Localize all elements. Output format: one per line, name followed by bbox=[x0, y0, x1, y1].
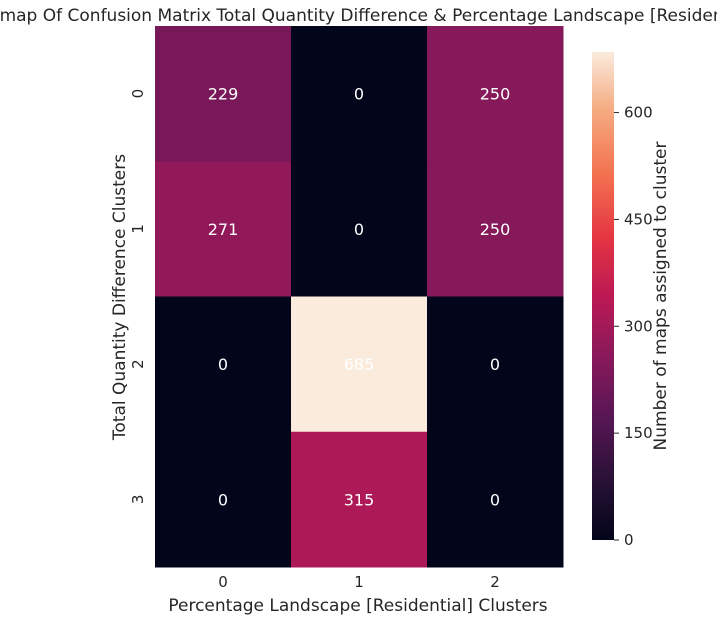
colorbar-tick-label: 450 bbox=[624, 210, 653, 228]
colorbar bbox=[592, 52, 614, 540]
colorbar-tick-label: 600 bbox=[624, 104, 653, 122]
cell-value-label: 0 bbox=[218, 355, 228, 374]
cell-value-label: 250 bbox=[480, 220, 511, 239]
colorbar-tick-label: 0 bbox=[624, 531, 634, 549]
heatmap-cell-labels: 229 0 250 271 0 250 0 685 0 0 315 0 bbox=[208, 85, 511, 510]
y-tick-label: 1 bbox=[129, 224, 147, 234]
cell-value-label: 0 bbox=[490, 490, 500, 509]
heatmap-cell bbox=[155, 431, 292, 568]
heatmap-cell bbox=[291, 431, 428, 568]
cell-value-label: 271 bbox=[208, 220, 239, 239]
heatmap-cell bbox=[291, 296, 428, 433]
heatmap-cell bbox=[427, 161, 564, 297]
colorbar-label: Number of maps assigned to cluster bbox=[651, 142, 671, 451]
heatmap-cells bbox=[155, 26, 564, 568]
heatmap-cell bbox=[155, 161, 292, 297]
cell-value-label: 0 bbox=[490, 355, 500, 374]
colorbar-tick-label: 300 bbox=[624, 317, 653, 335]
x-tick-label: 0 bbox=[218, 573, 228, 591]
cell-value-label: 0 bbox=[354, 85, 364, 104]
x-axis-ticks: 0 1 2 bbox=[218, 573, 500, 591]
colorbar-ticks: 0 150 300 450 600 bbox=[614, 104, 653, 549]
chart-title: Heatmap Of Confusion Matrix Total Quanti… bbox=[0, 6, 717, 26]
heatmap-cell bbox=[427, 26, 564, 162]
y-axis-ticks: 0 1 2 3 bbox=[129, 89, 147, 504]
cell-value-label: 0 bbox=[218, 490, 228, 509]
cell-value-label: 229 bbox=[208, 85, 239, 104]
cell-value-label: 315 bbox=[344, 490, 375, 509]
x-tick-label: 2 bbox=[490, 573, 500, 591]
cell-value-label: 0 bbox=[354, 220, 364, 239]
y-axis-label: Total Quantity Difference Clusters bbox=[110, 154, 130, 441]
heatmap-cell bbox=[155, 296, 292, 433]
heatmap-cell bbox=[291, 26, 428, 162]
cell-value-label: 250 bbox=[480, 85, 511, 104]
y-tick-label: 3 bbox=[129, 495, 147, 505]
colorbar-tick-label: 150 bbox=[624, 424, 653, 442]
heatmap-cell bbox=[427, 431, 564, 568]
y-tick-label: 0 bbox=[129, 89, 147, 99]
heatmap-cell bbox=[155, 26, 292, 162]
x-tick-label: 1 bbox=[354, 573, 364, 591]
x-axis-label: Percentage Landscape [Residential] Clust… bbox=[168, 596, 547, 616]
cell-value-label: 685 bbox=[344, 355, 375, 374]
heatmap-cell bbox=[291, 161, 428, 297]
heatmap-cell bbox=[427, 296, 564, 433]
y-tick-label: 2 bbox=[129, 359, 147, 369]
